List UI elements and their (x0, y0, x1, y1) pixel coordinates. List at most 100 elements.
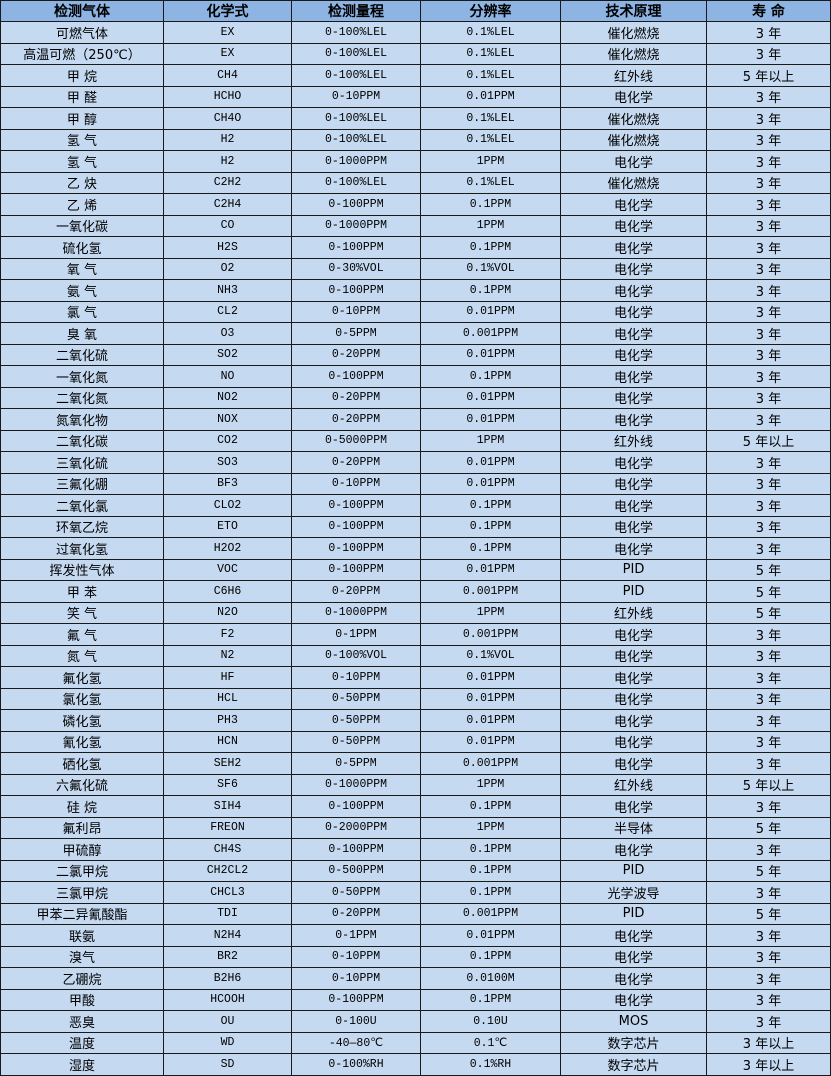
cell-range: 0-100PPM (291, 795, 421, 818)
table-row: 三氟化硼 BF3 0-10PPM 0.01PPM 电化学 3 年 (0, 472, 831, 495)
cell-gas: 氟利昂 (0, 816, 164, 839)
cell-resolution: 0.1%LEL (420, 171, 561, 194)
cell-formula: VOC (163, 558, 292, 581)
cell-gas: 一氧化碳 (0, 214, 164, 237)
table-row: 一氧化碳 CO 0-1000PPM 1PPM 电化学 3 年 (0, 214, 831, 237)
cell-lifetime: 5 年 (706, 580, 831, 603)
cell-gas: 二氧化氮 (0, 386, 164, 409)
cell-principle: 电化学 (560, 795, 707, 818)
cell-principle: 电化学 (560, 709, 707, 732)
cell-gas: 六氟化硫 (0, 773, 164, 796)
table-row: 甲 苯 C6H6 0-20PPM 0.001PPM PID 5 年 (0, 580, 831, 603)
table-row: 氟 气 F2 0-1PPM 0.001PPM 电化学 3 年 (0, 623, 831, 646)
cell-formula: BF3 (163, 472, 292, 495)
cell-formula: SO2 (163, 343, 292, 366)
cell-gas: 甲 醇 (0, 107, 164, 130)
cell-resolution: 0.01PPM (420, 300, 561, 323)
cell-resolution: 0.01PPM (420, 730, 561, 753)
cell-lifetime: 3 年 (706, 128, 831, 151)
cell-range: 0-30%VOL (291, 257, 421, 280)
cell-range: 0-100%LEL (291, 64, 421, 87)
table-row: 硅 烷 SIH4 0-100PPM 0.1PPM 电化学 3 年 (0, 795, 831, 818)
cell-resolution: 0.001PPM (420, 580, 561, 603)
table-row: 臭 氧 O3 0-5PPM 0.001PPM 电化学 3 年 (0, 322, 831, 345)
table-row: 甲 醇 CH4O 0-100%LEL 0.1%LEL 催化燃烧 3 年 (0, 107, 831, 130)
cell-range: 0-100%LEL (291, 42, 421, 65)
cell-formula: ETO (163, 515, 292, 538)
cell-principle: 电化学 (560, 924, 707, 947)
cell-resolution: 1PPM (420, 773, 561, 796)
cell-principle: 数字芯片 (560, 1031, 707, 1054)
table-row: 氧 气 O2 0-30%VOL 0.1%VOL 电化学 3 年 (0, 257, 831, 280)
cell-lifetime: 3 年 (706, 85, 831, 108)
cell-resolution: 0.1PPM (420, 881, 561, 904)
table-row: 二氧化硫 SO2 0-20PPM 0.01PPM 电化学 3 年 (0, 343, 831, 366)
cell-gas: 二氧化碳 (0, 429, 164, 452)
cell-gas: 甲 烷 (0, 64, 164, 87)
cell-range: 0-1000PPM (291, 601, 421, 624)
cell-formula: EX (163, 42, 292, 65)
cell-gas: 笑 气 (0, 601, 164, 624)
cell-range: 0-20PPM (291, 408, 421, 431)
cell-formula: B2H6 (163, 967, 292, 990)
cell-gas: 甲苯二异氰酸酯 (0, 902, 164, 925)
cell-principle: 电化学 (560, 386, 707, 409)
cell-lifetime: 5 年 (706, 558, 831, 581)
table-row: 二氧化氯 CLO2 0-100PPM 0.1PPM 电化学 3 年 (0, 494, 831, 517)
cell-range: 0-100PPM (291, 279, 421, 302)
cell-resolution: 0.1PPM (420, 988, 561, 1011)
cell-resolution: 0.1PPM (420, 838, 561, 861)
cell-formula: H2S (163, 236, 292, 259)
cell-range: 0-100%LEL (291, 21, 421, 44)
cell-range: 0-20PPM (291, 902, 421, 925)
cell-principle: 催化燃烧 (560, 42, 707, 65)
cell-gas: 一氧化氮 (0, 365, 164, 388)
cell-resolution: 0.1%LEL (420, 64, 561, 87)
cell-resolution: 1PPM (420, 429, 561, 452)
cell-formula: CH4O (163, 107, 292, 130)
cell-gas: 联氨 (0, 924, 164, 947)
cell-principle: 电化学 (560, 365, 707, 388)
cell-resolution: 0.1PPM (420, 193, 561, 216)
cell-principle: 电化学 (560, 214, 707, 237)
cell-lifetime: 5 年以上 (706, 64, 831, 87)
cell-gas: 硅 烷 (0, 795, 164, 818)
cell-range: 0-10PPM (291, 300, 421, 323)
cell-range: 0-100PPM (291, 494, 421, 517)
cell-principle: 半导体 (560, 816, 707, 839)
cell-formula: HCHO (163, 85, 292, 108)
cell-lifetime: 3 年 (706, 300, 831, 323)
cell-lifetime: 3 年 (706, 967, 831, 990)
cell-formula: H2 (163, 150, 292, 173)
cell-lifetime: 3 年 (706, 279, 831, 302)
cell-lifetime: 3 年 (706, 322, 831, 345)
cell-range: 0-100%LEL (291, 171, 421, 194)
cell-formula: N2 (163, 644, 292, 667)
cell-principle: 数字芯片 (560, 1053, 707, 1076)
cell-principle: 电化学 (560, 945, 707, 968)
cell-formula: O3 (163, 322, 292, 345)
cell-range: -40—80℃ (291, 1031, 421, 1054)
cell-gas: 二氧化氯 (0, 494, 164, 517)
header-lifetime: 寿 命 (706, 0, 831, 22)
cell-formula: H2 (163, 128, 292, 151)
cell-gas: 三氟化硼 (0, 472, 164, 495)
cell-lifetime: 5 年 (706, 816, 831, 839)
cell-gas: 温度 (0, 1031, 164, 1054)
cell-resolution: 0.01PPM (420, 408, 561, 431)
cell-principle: 催化燃烧 (560, 171, 707, 194)
cell-principle: MOS (560, 1010, 707, 1033)
table-row: 硫化氢 H2S 0-100PPM 0.1PPM 电化学 3 年 (0, 236, 831, 259)
cell-formula: SF6 (163, 773, 292, 796)
cell-principle: 电化学 (560, 472, 707, 495)
cell-lifetime: 3 年 (706, 537, 831, 560)
cell-lifetime: 3 年 (706, 214, 831, 237)
cell-principle: 红外线 (560, 429, 707, 452)
cell-gas: 氯 气 (0, 300, 164, 323)
cell-formula: CO2 (163, 429, 292, 452)
cell-formula: HCL (163, 687, 292, 710)
cell-formula: C2H2 (163, 171, 292, 194)
header-resolution: 分辨率 (420, 0, 561, 22)
cell-lifetime: 3 年 (706, 730, 831, 753)
table-row: 甲 烷 CH4 0-100%LEL 0.1%LEL 红外线 5 年以上 (0, 64, 831, 87)
